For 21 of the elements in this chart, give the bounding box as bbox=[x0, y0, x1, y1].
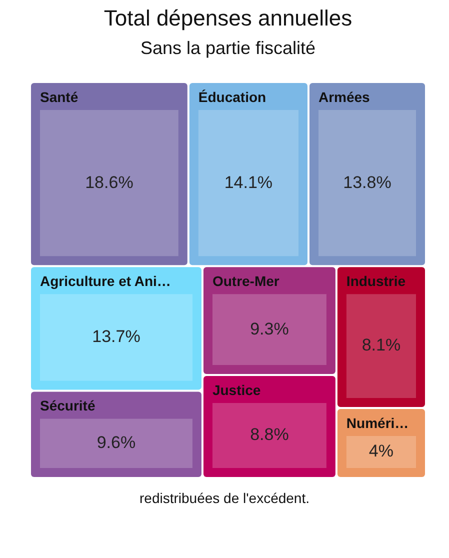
data-label: 9.3% bbox=[250, 319, 289, 338]
category-label: Santé bbox=[40, 89, 78, 105]
text: Sans la partie fiscalité bbox=[140, 38, 316, 58]
category-label: Numéri… bbox=[346, 414, 409, 431]
category-label: Industrie bbox=[346, 273, 406, 290]
data-label: 14.1% bbox=[224, 172, 273, 192]
data-label: 9.6% bbox=[96, 433, 136, 452]
category-label: Agriculture et Ani… bbox=[40, 273, 171, 290]
category-label: Sécurité bbox=[40, 398, 96, 414]
data-label: 8.8% bbox=[250, 425, 289, 444]
text: Total dépenses annuelles bbox=[104, 5, 352, 30]
data-label: 13.8% bbox=[343, 172, 392, 192]
category-label: Justice bbox=[212, 382, 261, 398]
category-label: Éducation bbox=[198, 89, 266, 105]
data-label: 13.7% bbox=[92, 327, 140, 346]
category-label: Armées bbox=[318, 89, 370, 105]
data-label: 8.1% bbox=[362, 336, 401, 355]
text: redistribuées de l'excédent. bbox=[138, 490, 310, 506]
category-label: Outre-Mer bbox=[212, 273, 280, 290]
data-label: 18.6% bbox=[85, 172, 134, 192]
data-label: 4% bbox=[368, 442, 394, 461]
